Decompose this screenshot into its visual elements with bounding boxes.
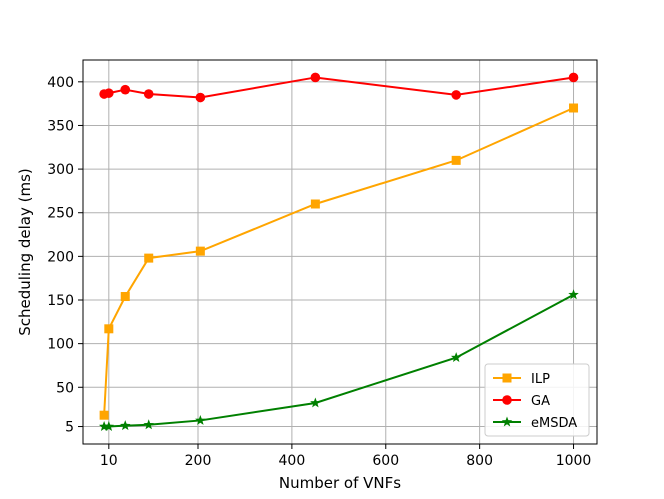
data-point-ga	[451, 90, 461, 100]
x-axis-label: Number of VNFs	[279, 474, 401, 492]
series-ilp	[99, 103, 579, 420]
y-tick-label: 300	[47, 162, 74, 178]
y-tick-label: 250	[47, 206, 74, 222]
data-point-ilp	[451, 155, 461, 165]
data-point-ilp	[195, 246, 205, 256]
x-tick-label: 10	[100, 453, 118, 469]
data-point-ilp	[310, 199, 320, 209]
x-tick-label: 200	[185, 453, 212, 469]
data-point-ilp	[99, 410, 109, 420]
y-tick-label: 350	[47, 118, 74, 134]
data-point-ilp	[120, 292, 130, 302]
legend-marker	[501, 416, 513, 427]
y-tick-label: 200	[47, 249, 74, 265]
legend: ILP GA eMSDA	[484, 363, 590, 437]
y-axis-label: Scheduling delay (ms)	[16, 168, 34, 336]
legend-marker	[502, 373, 512, 383]
series-line-ga	[103, 76, 574, 99]
data-point-ga	[310, 72, 321, 83]
data-point-emsda	[143, 419, 154, 430]
legend-label: ILP	[531, 372, 550, 387]
data-point-ilp	[104, 324, 114, 334]
data-point-ilp	[569, 103, 579, 113]
series-ga	[99, 72, 579, 103]
legend-label: eMSDA	[531, 416, 577, 431]
data-point-emsda	[310, 397, 321, 408]
data-point-ga	[195, 92, 206, 103]
series-layer	[98, 72, 579, 431]
data-point-emsda	[120, 420, 131, 431]
x-tick-label: 600	[372, 453, 399, 469]
data-point-emsda	[568, 289, 579, 300]
legend-marker	[502, 395, 512, 405]
x-tick-label: 800	[466, 453, 493, 469]
legend-label: GA	[531, 394, 550, 409]
data-point-emsda	[195, 414, 206, 425]
y-tick-label: 100	[47, 337, 74, 353]
y-tick-label: 150	[47, 293, 74, 309]
data-point-emsda	[103, 421, 115, 431]
y-tick-label: 400	[47, 75, 74, 91]
series-emsda	[98, 289, 579, 431]
legend-entry-ilp: ILP	[493, 372, 550, 387]
y-tick-label: 5	[65, 420, 74, 436]
y-tick-label: 50	[56, 380, 74, 396]
legend-entry-ga: GA	[493, 394, 550, 409]
data-point-ilp	[144, 253, 154, 263]
data-point-ga	[104, 88, 114, 98]
data-point-ga	[143, 89, 154, 99]
ticks: 10 200 400 600 800 10005501001502002503003504…	[47, 75, 591, 469]
data-point-ga	[120, 84, 131, 95]
data-point-emsda	[450, 352, 462, 363]
x-tick-label: 400	[279, 453, 306, 469]
x-tick-label: 1000	[556, 453, 592, 469]
legend-entry-emsda: eMSDA	[493, 416, 577, 431]
data-point-ga	[568, 72, 579, 83]
series-line-ilp	[103, 107, 574, 416]
plot-frame	[82, 59, 598, 445]
data-point-emsda	[98, 421, 110, 431]
